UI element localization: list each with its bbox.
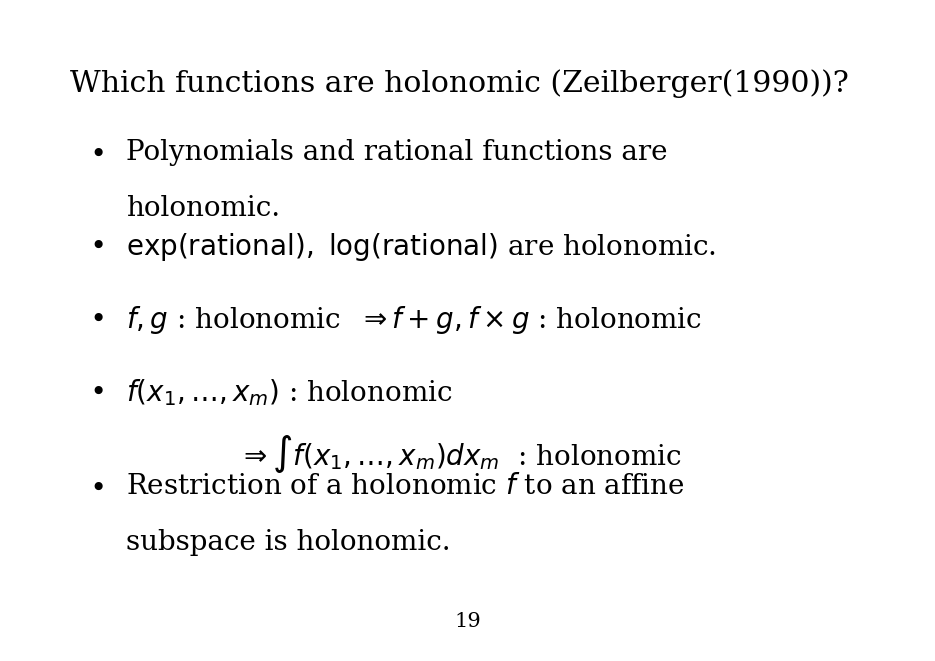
Text: $\mathrm{exp}(\mathrm{rational}),\ \mathrm{log}(\mathrm{rational})$ are holonomi: $\mathrm{exp}(\mathrm{rational}),\ \math… <box>126 231 716 263</box>
Text: Polynomials and rational functions are: Polynomials and rational functions are <box>126 139 668 166</box>
Text: $\bullet$: $\bullet$ <box>89 139 104 166</box>
Text: 19: 19 <box>454 612 481 631</box>
Text: $\bullet$: $\bullet$ <box>89 473 104 500</box>
Text: $\bullet$: $\bullet$ <box>89 304 104 331</box>
Text: Restriction of a holonomic $f$ to an affine: Restriction of a holonomic $f$ to an aff… <box>126 473 684 500</box>
Text: $f(x_1, \ldots, x_m)$ : holonomic: $f(x_1, \ldots, x_m)$ : holonomic <box>126 377 453 408</box>
Text: $\bullet$: $\bullet$ <box>89 231 104 258</box>
Text: $f, g$ : holonomic  $\Rightarrow f + g, f \times g$ : holonomic: $f, g$ : holonomic $\Rightarrow f + g, f… <box>126 304 702 336</box>
Text: $\bullet$: $\bullet$ <box>89 377 104 404</box>
Text: subspace is holonomic.: subspace is holonomic. <box>126 529 451 556</box>
Text: holonomic.: holonomic. <box>126 195 280 222</box>
Text: $\Rightarrow \int f(x_1, \ldots, x_m)dx_m\ $ : holonomic: $\Rightarrow \int f(x_1, \ldots, x_m)dx_… <box>238 433 683 475</box>
Text: Which functions are holonomic (Zeilberger(1990))?: Which functions are holonomic (Zeilberge… <box>70 69 849 98</box>
